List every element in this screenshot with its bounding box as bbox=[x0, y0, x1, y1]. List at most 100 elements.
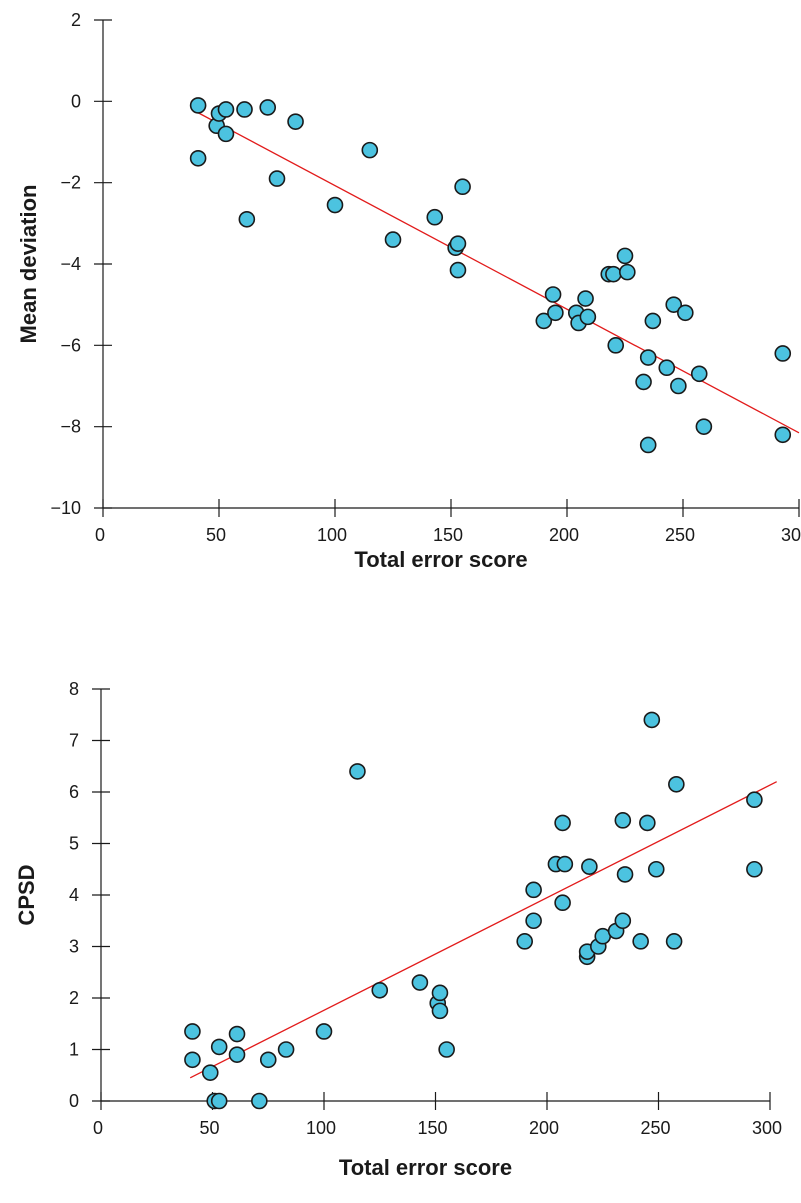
x-tick-label: 150 bbox=[417, 1118, 447, 1138]
x-tick-label: 300 bbox=[781, 525, 801, 545]
data-point bbox=[607, 337, 625, 354]
y-tick-label: 4 bbox=[69, 885, 79, 905]
data-point bbox=[579, 308, 597, 326]
data-point bbox=[516, 933, 534, 950]
data-point bbox=[438, 1041, 455, 1058]
data-point bbox=[616, 866, 634, 883]
data-point bbox=[774, 426, 792, 444]
data-point bbox=[665, 296, 683, 313]
data-point bbox=[632, 933, 649, 950]
y-tick-label: −8 bbox=[60, 417, 81, 437]
mean-deviation-chart: −10 −8 −6 −4 −2 0 2 0 50 100 150 200 250 300 Total err… bbox=[16, 10, 801, 572]
data-point bbox=[658, 359, 676, 377]
y-tick-label: 0 bbox=[69, 1091, 79, 1111]
data-point bbox=[217, 101, 235, 118]
x-tick-label: 250 bbox=[665, 525, 695, 545]
data-point bbox=[454, 178, 471, 196]
regression-line bbox=[195, 110, 800, 434]
data-point bbox=[616, 247, 634, 265]
data-point bbox=[431, 1002, 449, 1020]
x-axis-title: Total error score bbox=[354, 547, 527, 572]
data-point bbox=[426, 208, 444, 226]
y-axis-title: CPSD bbox=[14, 864, 39, 925]
data-point bbox=[535, 312, 553, 330]
data-point bbox=[746, 860, 763, 878]
data-point bbox=[251, 1092, 268, 1110]
data-point bbox=[287, 113, 304, 130]
data-point bbox=[268, 170, 286, 187]
data-point bbox=[639, 436, 657, 454]
data-point bbox=[217, 125, 235, 143]
y-tick-label: −2 bbox=[60, 173, 81, 193]
data-point bbox=[384, 231, 402, 248]
y-tick-label: 3 bbox=[69, 937, 79, 957]
data-point bbox=[635, 373, 652, 391]
x-tick-label: 50 bbox=[206, 525, 226, 545]
x-tick-label: 300 bbox=[752, 1118, 782, 1138]
data-point bbox=[238, 210, 256, 228]
y-tick-label: −6 bbox=[60, 335, 81, 355]
x-tick-label: 200 bbox=[529, 1118, 559, 1138]
data-point bbox=[349, 763, 366, 780]
data-point bbox=[431, 984, 449, 1002]
data-point bbox=[277, 1041, 295, 1058]
data-point bbox=[577, 290, 594, 307]
data-point bbox=[449, 261, 467, 279]
data-point bbox=[677, 304, 694, 322]
data-point bbox=[554, 814, 571, 832]
cpsd-chart: 0 1 2 3 4 5 6 7 8 0 50 100 150 200 250 300 Total error s… bbox=[14, 679, 782, 1180]
data-point bbox=[614, 912, 632, 930]
y-tick-label: 8 bbox=[69, 679, 79, 699]
data-point bbox=[554, 894, 571, 912]
data-point bbox=[695, 418, 713, 435]
data-point bbox=[210, 1038, 228, 1056]
data-point bbox=[614, 812, 632, 829]
data-point bbox=[184, 1023, 201, 1040]
data-point bbox=[581, 858, 598, 875]
data-point bbox=[619, 263, 636, 281]
data-point bbox=[547, 304, 564, 322]
data-point bbox=[449, 235, 467, 252]
y-axis-title: Mean deviation bbox=[16, 185, 41, 344]
y-tick-label: −10 bbox=[50, 498, 81, 518]
data-point bbox=[647, 860, 665, 878]
x-tick-label: 250 bbox=[640, 1118, 670, 1138]
x-tick-label: 0 bbox=[95, 525, 105, 545]
data-point bbox=[259, 99, 277, 116]
data-point bbox=[644, 312, 662, 330]
y-tick-label: −4 bbox=[60, 254, 81, 274]
data-point bbox=[201, 1064, 219, 1081]
data-point bbox=[525, 881, 542, 899]
data-point bbox=[189, 97, 207, 114]
x-tick-label: 100 bbox=[317, 525, 347, 545]
y-tick-label: 6 bbox=[69, 782, 79, 802]
data-point bbox=[184, 1051, 201, 1069]
data-point bbox=[228, 1046, 246, 1063]
data-point bbox=[665, 933, 683, 950]
x-tick-label: 50 bbox=[199, 1118, 219, 1138]
y-tick-label: 5 bbox=[69, 834, 79, 854]
data-point bbox=[544, 286, 562, 303]
y-tick-label: 2 bbox=[69, 988, 79, 1008]
x-tick-label: 150 bbox=[433, 525, 463, 545]
y-tick-label: 0 bbox=[71, 91, 81, 111]
data-point bbox=[774, 345, 792, 362]
data-point bbox=[639, 349, 657, 366]
data-point bbox=[605, 265, 622, 283]
y-tick-label: 2 bbox=[71, 10, 81, 30]
data-point bbox=[361, 141, 379, 159]
y-tick-label: 7 bbox=[69, 731, 79, 751]
data-point bbox=[525, 912, 542, 930]
data-point bbox=[210, 1092, 228, 1110]
y-tick-label: 1 bbox=[69, 1040, 79, 1060]
data-point bbox=[746, 791, 763, 809]
data-point bbox=[411, 974, 429, 991]
data-point bbox=[668, 775, 685, 793]
regression-line bbox=[189, 781, 777, 1079]
data-point bbox=[556, 855, 574, 873]
data-point bbox=[690, 365, 708, 383]
x-tick-label: 100 bbox=[306, 1118, 336, 1138]
data-point bbox=[259, 1051, 277, 1069]
data-point bbox=[228, 1025, 246, 1043]
